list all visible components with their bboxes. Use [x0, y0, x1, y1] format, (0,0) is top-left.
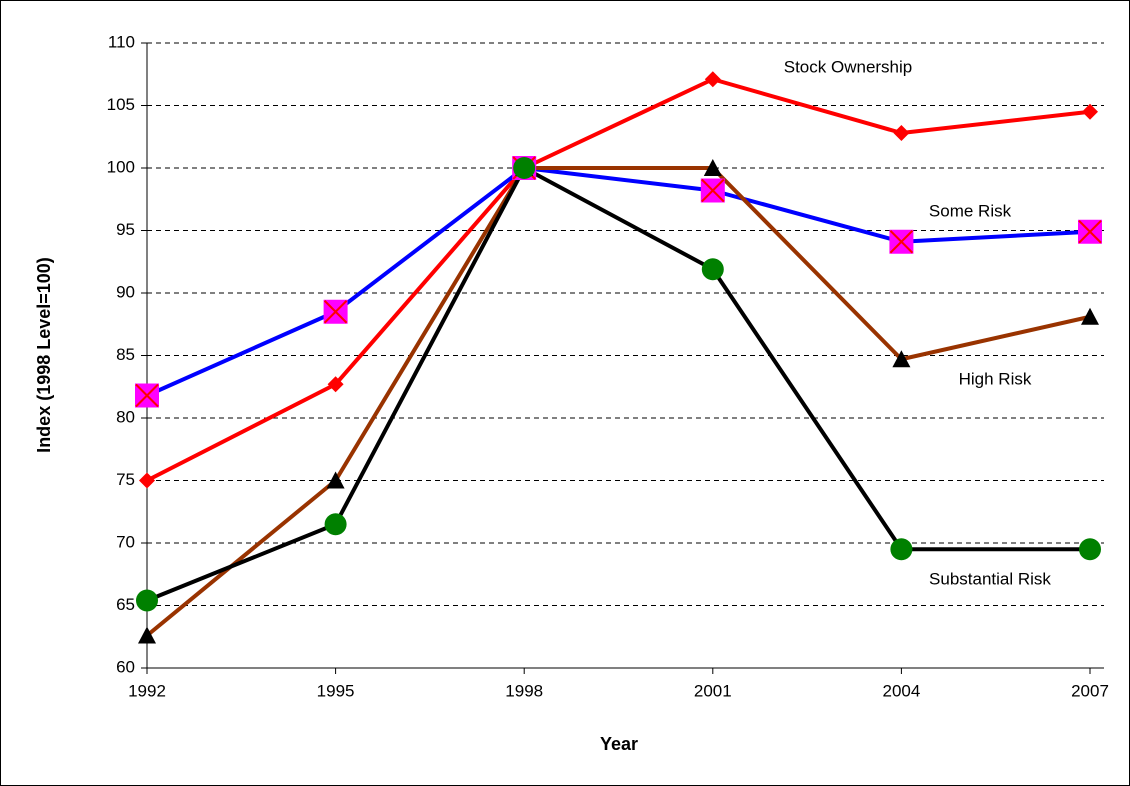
marker [513, 157, 536, 179]
series-label: High Risk [959, 369, 1032, 388]
y-tick-label: 60 [116, 657, 135, 676]
marker [326, 471, 345, 489]
y-tick-label: 100 [107, 157, 135, 176]
y-tick-label: 110 [108, 32, 135, 51]
marker [892, 350, 911, 368]
marker [324, 513, 347, 536]
marker [890, 538, 913, 561]
marker [1079, 538, 1101, 561]
y-tick-label: 75 [116, 470, 135, 489]
marker [136, 589, 158, 612]
marker [701, 258, 724, 281]
y-axis-title: Index (1998 Level=100) [34, 257, 54, 453]
y-tick-label: 90 [116, 282, 135, 301]
marker [1081, 307, 1099, 325]
marker [138, 626, 156, 644]
marker [139, 472, 155, 489]
marker [327, 376, 344, 393]
series-line [145, 166, 1091, 638]
marker [323, 299, 348, 324]
marker [704, 71, 721, 88]
y-tick-label: 80 [116, 407, 135, 426]
series-line [146, 77, 1091, 483]
series-line [146, 166, 1091, 398]
y-tick-label: 65 [116, 595, 135, 614]
series-line [146, 166, 1090, 603]
marker [703, 159, 722, 176]
marker [1082, 103, 1098, 120]
y-tick-label: 95 [116, 220, 135, 239]
y-tick-label: 105 [107, 95, 135, 114]
x-tick-label: 2007 [1071, 681, 1109, 700]
series-label: Stock Ownership [784, 57, 913, 76]
y-tick-label: 85 [116, 345, 135, 364]
marker [893, 125, 910, 141]
marker [889, 229, 914, 254]
y-tick-label: 70 [116, 532, 135, 551]
x-axis-title: Year [600, 734, 638, 754]
x-tick-label: 2004 [882, 681, 920, 700]
x-tick-label: 1998 [505, 681, 543, 700]
x-tick-label: 1992 [128, 681, 166, 700]
series-label: Some Risk [929, 201, 1012, 220]
series-label: Substantial Risk [929, 569, 1051, 588]
marker [1078, 219, 1102, 244]
marker [700, 178, 725, 203]
x-tick-label: 2001 [694, 681, 732, 700]
x-tick-label: 1995 [317, 681, 355, 700]
marker [135, 383, 159, 408]
